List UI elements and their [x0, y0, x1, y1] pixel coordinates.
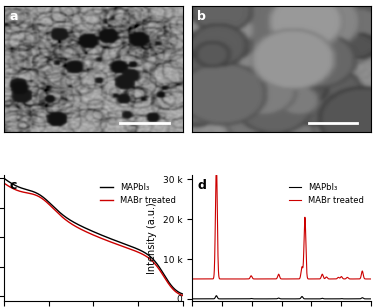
Text: d: d [197, 179, 206, 192]
Y-axis label: Intensity (a.u.): Intensity (a.u.) [147, 202, 157, 274]
MABr treated [99, 236, 103, 240]
MAPbI₃ [181, 292, 185, 296]
MABr treated [199, 277, 203, 281]
MABr treated [148, 258, 153, 262]
MABr treated [364, 277, 368, 281]
MAPbI₃ [190, 297, 194, 301]
MAPbI₃ [369, 297, 374, 301]
MAPbI₃ [87, 228, 91, 231]
MABr treated [88, 232, 92, 235]
Text: a: a [9, 10, 18, 23]
MABr treated [272, 277, 277, 281]
Text: b: b [197, 10, 206, 23]
Line: MABr treated: MABr treated [192, 175, 371, 279]
MAPbI₃ [272, 297, 277, 301]
Line: MABr treated: MABr treated [4, 183, 183, 296]
MABr treated [331, 277, 336, 281]
MAPbI₃ [331, 297, 336, 301]
MABr treated [214, 173, 218, 177]
MAPbI₃ [364, 297, 368, 301]
MABr treated [277, 273, 282, 277]
MABr treated [108, 240, 113, 244]
Line: MAPbI₃: MAPbI₃ [192, 296, 371, 299]
MAPbI₃ [148, 255, 153, 259]
MAPbI₃ [177, 290, 181, 294]
Legend: MAPbI₃, MABr treated: MAPbI₃, MABr treated [285, 180, 367, 208]
MABr treated [177, 292, 181, 296]
MAPbI₃ [88, 228, 92, 232]
MABr treated [364, 277, 368, 281]
MAPbI₃ [199, 297, 203, 301]
Text: c: c [9, 179, 16, 192]
Line: MAPbI₃: MAPbI₃ [4, 178, 183, 294]
MABr treated [87, 231, 91, 235]
MAPbI₃ [108, 237, 113, 240]
MAPbI₃ [277, 296, 282, 300]
Legend: MAPbI₃, MABr treated: MAPbI₃, MABr treated [97, 180, 179, 208]
MAPbI₃ [2, 177, 6, 180]
MABr treated [2, 181, 6, 185]
MABr treated [181, 294, 185, 297]
MABr treated [369, 277, 374, 281]
MAPbI₃ [214, 294, 219, 297]
MAPbI₃ [364, 297, 368, 301]
MAPbI₃ [99, 233, 103, 237]
MABr treated [190, 277, 194, 281]
